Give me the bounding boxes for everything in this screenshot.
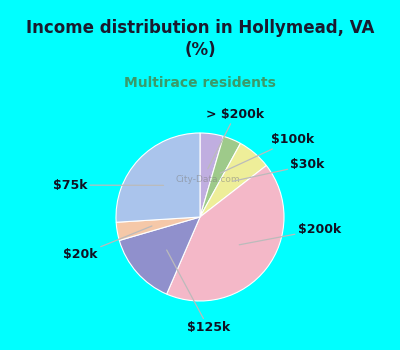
Wedge shape xyxy=(116,133,200,222)
Text: $20k: $20k xyxy=(64,226,152,261)
Text: Income distribution in Hollymead, VA
(%): Income distribution in Hollymead, VA (%) xyxy=(26,19,374,59)
Wedge shape xyxy=(116,217,200,240)
Wedge shape xyxy=(200,144,266,217)
Text: City-Data.com: City-Data.com xyxy=(176,175,240,184)
Text: > $200k: > $200k xyxy=(206,108,264,169)
Text: $30k: $30k xyxy=(233,159,325,181)
Wedge shape xyxy=(200,133,224,217)
Text: $75k: $75k xyxy=(52,178,164,191)
Wedge shape xyxy=(167,166,284,301)
Wedge shape xyxy=(119,217,200,294)
Text: $100k: $100k xyxy=(220,133,314,173)
Text: $200k: $200k xyxy=(239,223,341,245)
Text: $125k: $125k xyxy=(167,250,230,334)
Text: Multirace residents: Multirace residents xyxy=(124,76,276,90)
Wedge shape xyxy=(200,136,240,217)
